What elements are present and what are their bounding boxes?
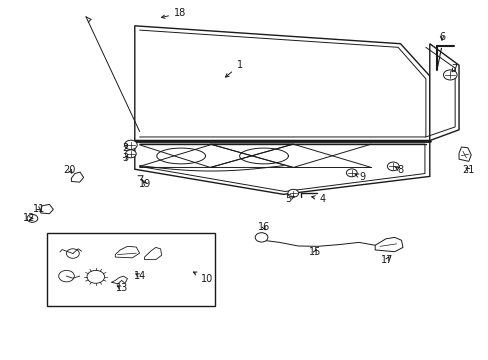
Circle shape bbox=[255, 233, 267, 242]
Text: 19: 19 bbox=[139, 179, 151, 189]
Circle shape bbox=[125, 150, 136, 158]
Text: 4: 4 bbox=[311, 194, 325, 204]
Text: 21: 21 bbox=[462, 165, 474, 175]
Circle shape bbox=[287, 189, 298, 197]
Text: 16: 16 bbox=[257, 222, 269, 232]
Text: 1: 1 bbox=[225, 60, 242, 77]
Polygon shape bbox=[429, 44, 458, 140]
Circle shape bbox=[27, 215, 38, 222]
Text: 5: 5 bbox=[285, 194, 294, 204]
Polygon shape bbox=[144, 247, 161, 260]
Text: 2: 2 bbox=[122, 143, 128, 153]
Text: 8: 8 bbox=[394, 165, 403, 175]
Polygon shape bbox=[135, 140, 429, 194]
Text: 11: 11 bbox=[33, 204, 45, 214]
Text: 9: 9 bbox=[354, 172, 365, 182]
Polygon shape bbox=[135, 26, 429, 140]
Text: 17: 17 bbox=[381, 255, 393, 265]
Circle shape bbox=[87, 270, 104, 283]
Text: 15: 15 bbox=[308, 247, 321, 257]
Circle shape bbox=[66, 249, 79, 258]
Text: 20: 20 bbox=[63, 165, 76, 175]
Circle shape bbox=[346, 169, 356, 177]
Text: 6: 6 bbox=[438, 32, 444, 41]
Circle shape bbox=[386, 162, 398, 171]
Text: 14: 14 bbox=[133, 271, 145, 281]
Bar bbox=[47, 233, 215, 306]
Polygon shape bbox=[374, 237, 402, 252]
Text: 18: 18 bbox=[161, 8, 186, 18]
Text: 10: 10 bbox=[193, 272, 213, 284]
Text: 13: 13 bbox=[115, 283, 127, 293]
Text: 3: 3 bbox=[122, 153, 128, 163]
Polygon shape bbox=[41, 204, 53, 214]
Circle shape bbox=[124, 140, 137, 149]
Polygon shape bbox=[458, 147, 470, 161]
Text: 12: 12 bbox=[23, 213, 35, 223]
Text: 7: 7 bbox=[450, 64, 456, 74]
Polygon shape bbox=[115, 246, 140, 258]
Polygon shape bbox=[71, 172, 83, 182]
Circle shape bbox=[443, 70, 456, 80]
Circle shape bbox=[59, 270, 74, 282]
